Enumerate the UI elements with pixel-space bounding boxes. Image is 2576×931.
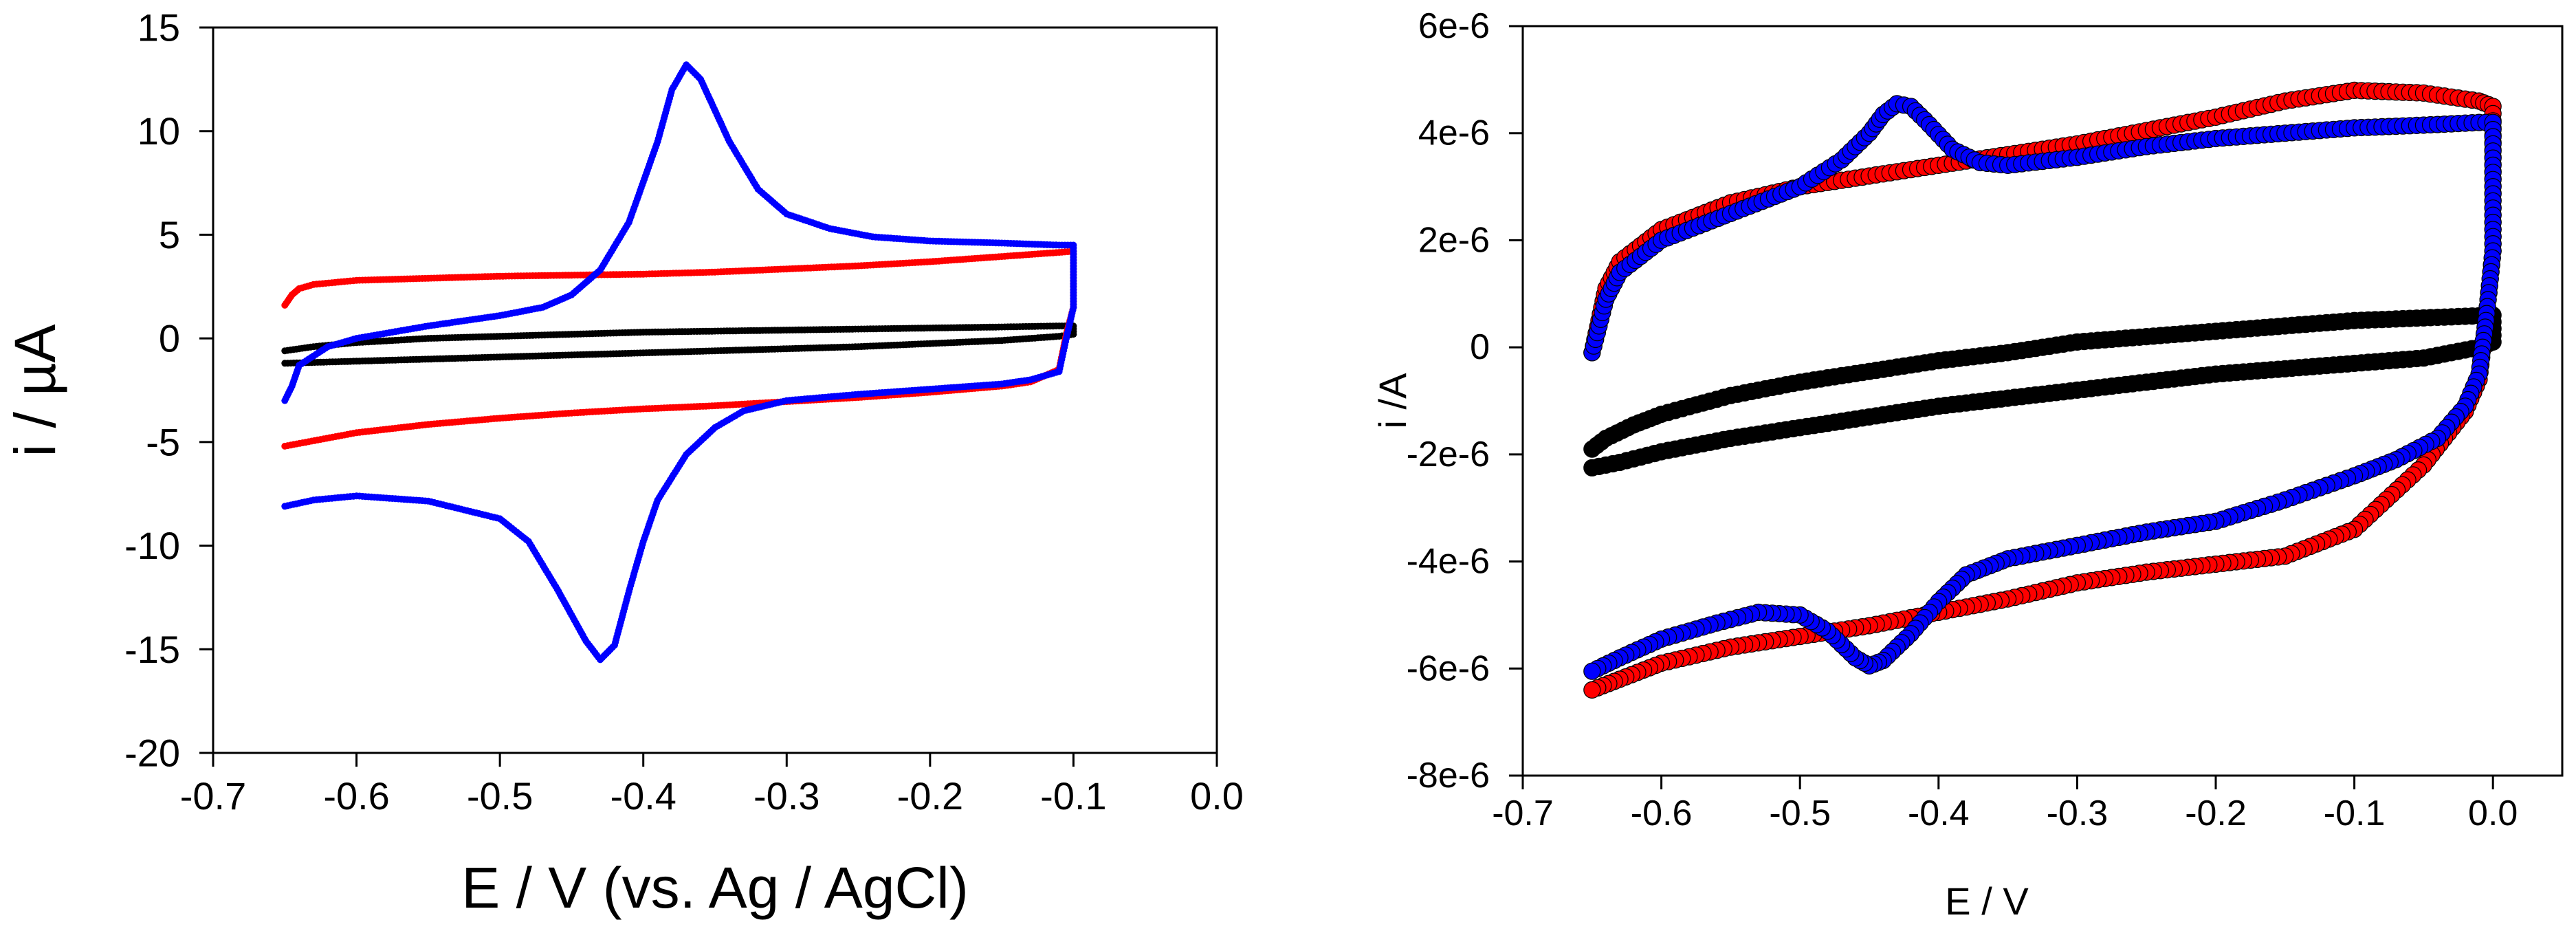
left-y-tick-label: -10 bbox=[124, 524, 180, 567]
right-y-axis: -8e-6 -6e-6 -4e-6 -2e-6 0 2e-6 4e-6 6e-6 bbox=[1407, 6, 1523, 796]
right-y-tick-label: 2e-6 bbox=[1418, 220, 1490, 260]
left-data-layer bbox=[281, 61, 1077, 664]
left-x-axis: -0.7 -0.6 -0.5 -0.4 -0.3 -0.2 -0.1 0.0 bbox=[180, 753, 1244, 818]
left-x-tick-label: -0.4 bbox=[610, 774, 676, 818]
right-y-tick-label: -4e-6 bbox=[1407, 542, 1490, 582]
left-x-tick-label: 0.0 bbox=[1190, 774, 1244, 818]
left-y-tick-label: 5 bbox=[159, 213, 180, 256]
right-data-point-red bbox=[1583, 681, 1601, 699]
left-series-black bbox=[281, 322, 1077, 367]
left-y-tick-label: -5 bbox=[146, 420, 180, 463]
right-y-axis-title: i /A bbox=[1371, 373, 1414, 429]
left-chart: -0.7 -0.6 -0.5 -0.4 -0.3 -0.2 -0.1 0.0 -20 -15 -1… bbox=[3, 6, 1244, 921]
right-x-tick-label: -0.2 bbox=[2185, 793, 2247, 833]
left-data-point-blue bbox=[281, 503, 289, 510]
right-y-tick-label: -6e-6 bbox=[1407, 648, 1490, 688]
left-x-tick-label: -0.5 bbox=[467, 774, 533, 818]
left-y-tick-label: 0 bbox=[159, 317, 180, 360]
right-data-layer bbox=[1583, 81, 2502, 699]
right-series-black bbox=[1583, 306, 2502, 477]
right-data-point-blue bbox=[1583, 662, 1601, 680]
right-x-tick-label: -0.3 bbox=[2047, 793, 2109, 833]
left-x-tick-label: -0.7 bbox=[180, 774, 247, 818]
right-y-tick-label: 6e-6 bbox=[1418, 6, 1490, 46]
right-series-blue bbox=[1583, 95, 2502, 680]
left-y-tick-label: -20 bbox=[124, 732, 180, 775]
left-x-axis-title: E / V (vs. Ag / AgCl) bbox=[461, 855, 969, 920]
right-x-axis-title: E / V bbox=[1945, 879, 2029, 923]
right-x-tick-label: -0.5 bbox=[1769, 793, 1831, 833]
right-y-tick-label: 4e-6 bbox=[1418, 113, 1490, 153]
right-x-axis: -0.7 -0.6 -0.5 -0.4 -0.3 -0.2 -0.1 0.0 bbox=[1492, 776, 2518, 833]
right-chart: -0.7 -0.6 -0.5 -0.4 -0.3 -0.2 -0.1 0.0 -8e-6 -6e… bbox=[1371, 6, 2564, 923]
right-y-tick-label: -2e-6 bbox=[1407, 435, 1490, 474]
left-series-blue bbox=[281, 61, 1077, 664]
right-x-tick-label: -0.7 bbox=[1492, 793, 1554, 833]
left-y-tick-label: -15 bbox=[124, 628, 180, 671]
right-x-tick-label: 0.0 bbox=[2468, 793, 2518, 833]
left-y-tick-label: 10 bbox=[137, 109, 180, 153]
left-x-tick-label: -0.2 bbox=[897, 774, 964, 818]
left-y-tick-label: 15 bbox=[137, 6, 180, 50]
left-x-tick-label: -0.6 bbox=[323, 774, 390, 818]
right-x-tick-label: -0.1 bbox=[2324, 793, 2386, 833]
right-x-tick-label: -0.6 bbox=[1631, 793, 1693, 833]
left-data-point-black bbox=[281, 360, 289, 367]
right-x-tick-label: -0.4 bbox=[1908, 793, 1970, 833]
right-y-tick-label: 0 bbox=[1470, 327, 1490, 367]
right-data-point-black bbox=[1583, 459, 1601, 477]
left-plot-frame bbox=[212, 26, 1218, 754]
right-y-tick-label: -8e-6 bbox=[1407, 756, 1490, 796]
left-y-axis: -20 -15 -10 -5 0 5 10 15 bbox=[124, 6, 213, 775]
left-x-tick-label: -0.3 bbox=[753, 774, 820, 818]
right-plot-frame bbox=[1521, 25, 2564, 777]
left-y-axis-title: i / µA bbox=[3, 324, 67, 457]
left-data-point-red bbox=[281, 442, 289, 450]
left-x-tick-label: -0.1 bbox=[1040, 774, 1107, 818]
